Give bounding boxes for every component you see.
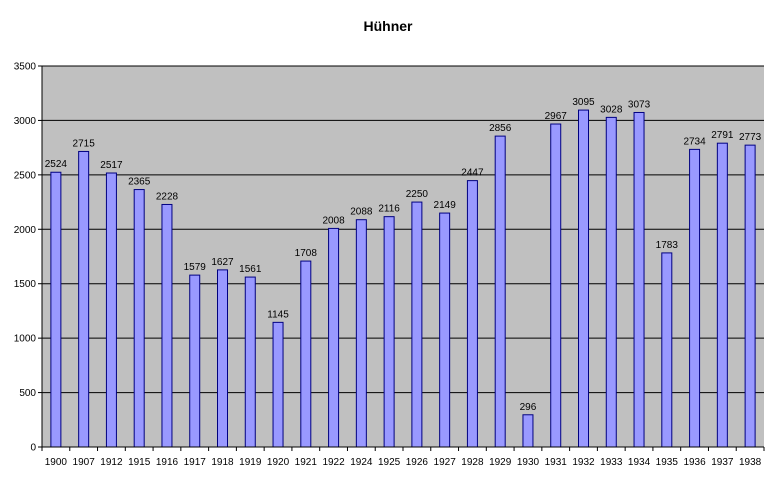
bar-1936 (689, 148, 701, 448)
data-label-1929: 2856 (489, 123, 512, 134)
x-tick-label: 1916 (156, 457, 179, 468)
x-tick-label: 1912 (100, 457, 123, 468)
bar-1932 (578, 109, 589, 448)
data-label-1916: 2228 (156, 191, 179, 202)
data-label-1934: 3073 (628, 99, 651, 110)
y-tick-label: 1000 (14, 334, 37, 345)
data-label-1920: 1145 (267, 309, 289, 320)
x-tick-label: 1920 (267, 457, 290, 468)
bars (50, 109, 756, 448)
x-tick-label: 1918 (211, 457, 234, 468)
x-tick-label: 1932 (572, 457, 595, 468)
data-label-1933: 3028 (600, 104, 623, 115)
data-label-1932: 3095 (572, 97, 595, 108)
data-label-1925: 2116 (378, 204, 400, 215)
bar-1920 (272, 321, 284, 448)
data-label-1938: 2773 (739, 132, 762, 143)
bar-1924 (355, 219, 367, 448)
data-label-1937: 2791 (711, 130, 734, 141)
x-tick-label: 1928 (461, 457, 484, 468)
data-label-1928: 2447 (461, 168, 484, 179)
data-label-1927: 2149 (434, 200, 457, 211)
x-tick-label: 1926 (406, 457, 429, 468)
x-tick-label: 1935 (656, 457, 679, 468)
data-label-1919: 1561 (239, 264, 262, 275)
data-label-1926: 2250 (406, 189, 429, 200)
bar-1915 (133, 189, 145, 448)
x-tick-label: 1900 (45, 457, 68, 468)
x-tick-label: 1931 (545, 457, 568, 468)
bar-1934 (633, 111, 645, 448)
x-tick-label: 1925 (378, 457, 401, 468)
y-tick-label: 500 (19, 388, 36, 399)
bar-1933 (605, 116, 617, 448)
data-label-1915: 2365 (128, 177, 151, 188)
data-label-1917: 1579 (184, 262, 207, 273)
x-tick-label: 1933 (600, 457, 623, 468)
x-tick-label: 1938 (739, 457, 762, 468)
data-label-1912: 2517 (100, 160, 123, 171)
bar-1937 (716, 142, 728, 448)
y-tick-label: 3000 (14, 116, 37, 127)
x-tick-label: 1930 (517, 457, 540, 468)
y-tick-label: 3500 (14, 62, 37, 73)
bar-1926 (411, 201, 423, 448)
x-tick-label: 1922 (322, 457, 345, 468)
bar-1900 (50, 171, 62, 448)
bar-1919 (244, 276, 256, 448)
bar-1930 (522, 414, 534, 448)
data-label-1900: 2524 (45, 159, 68, 170)
bar-1938 (744, 144, 756, 448)
bar-1921 (300, 260, 312, 448)
x-tick-label: 1934 (628, 457, 651, 468)
x-tick-label: 1927 (434, 457, 457, 468)
data-label-1935: 1783 (656, 240, 679, 251)
data-label-1922: 2008 (322, 215, 345, 226)
bar-1927 (439, 212, 451, 448)
x-axis-ticks: 1900 1907 1912 1915 1916 1917 1918 1919 1920 1921… (41, 447, 765, 468)
bar-1925 (383, 216, 395, 448)
data-label-1918: 1627 (211, 257, 234, 268)
x-tick-label: 1921 (295, 457, 318, 468)
y-tick-label: 0 (30, 443, 36, 454)
y-tick-label: 2500 (14, 170, 37, 181)
x-tick-label: 1929 (489, 457, 512, 468)
bar-1907 (78, 150, 90, 448)
data-label-1931: 2967 (545, 111, 568, 122)
bar-1922 (328, 227, 340, 448)
x-tick-label: 1936 (683, 457, 706, 468)
plot-area (42, 66, 764, 447)
y-tick-label: 1500 (14, 279, 37, 290)
bar-1928 (466, 180, 478, 448)
bar-1912 (105, 172, 117, 448)
x-tick-label: 1924 (350, 457, 373, 468)
x-tick-label: 1907 (73, 457, 96, 468)
x-tick-label: 1937 (711, 457, 734, 468)
bar-1931 (550, 123, 562, 448)
data-label-1924: 2088 (350, 207, 373, 218)
x-tick-label: 1917 (184, 457, 207, 468)
bar-1929 (494, 135, 506, 448)
y-axis-ticks: 0 500 1000 1500 2000 2500 3000 3500 (14, 62, 42, 454)
x-tick-label: 1915 (128, 457, 151, 468)
bar-1935 (661, 252, 673, 448)
chart-title: Hühner (364, 18, 414, 34)
data-label-1930: 296 (520, 402, 537, 413)
bar-1918 (217, 269, 228, 448)
data-label-1936: 2734 (683, 136, 706, 147)
bar-1916 (161, 203, 173, 448)
data-label-1921: 1708 (295, 248, 318, 259)
data-labels: 2524 2715 2517 2365 2228 1579 1627 1561 1145 1708… (45, 97, 762, 413)
bar-1917 (189, 274, 201, 448)
data-label-1907: 2715 (73, 138, 96, 149)
y-tick-label: 2000 (14, 225, 37, 236)
x-tick-label: 1919 (239, 457, 262, 468)
